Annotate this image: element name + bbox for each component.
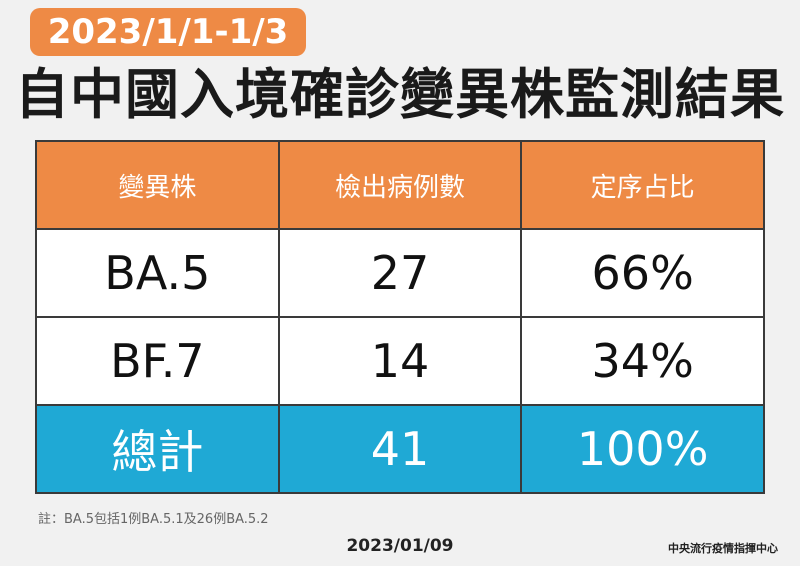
- body-row: BA.5 27 66%: [35, 228, 765, 318]
- publish-date: 2023/01/09: [346, 536, 454, 556]
- cell: 檢出病例數: [277, 140, 523, 230]
- cell: 變異株: [35, 140, 280, 230]
- footnote: 註：BA.5包括1例BA.5.1及26例BA.5.2: [38, 512, 269, 527]
- head-row: 變異株 檢出病例數 定序占比: [35, 140, 765, 230]
- total-row: 總計 41 100%: [35, 404, 765, 494]
- cell: 100%: [520, 404, 765, 494]
- cell: 總計: [35, 404, 280, 494]
- cell: 34%: [520, 316, 765, 406]
- cell: 41: [277, 404, 523, 494]
- source: 中央流行疫情指揮中心: [668, 542, 778, 555]
- cell: 27: [277, 228, 523, 318]
- cell: 定序占比: [520, 140, 765, 230]
- title: 自中國入境確診變異株監測結果: [15, 63, 785, 126]
- cell: 14: [277, 316, 523, 406]
- date-range-badge: 2023/1/1-1/3: [30, 8, 306, 56]
- cell: BF.7: [35, 316, 280, 406]
- cell: BA.5: [35, 228, 280, 318]
- body-row: BF.7 14 34%: [35, 316, 765, 406]
- variant-table: 變異株 檢出病例數 定序占比 BA.5 27 66% BF.7 14 34% 總計 41 100%: [35, 140, 765, 494]
- cell: 66%: [520, 228, 765, 318]
